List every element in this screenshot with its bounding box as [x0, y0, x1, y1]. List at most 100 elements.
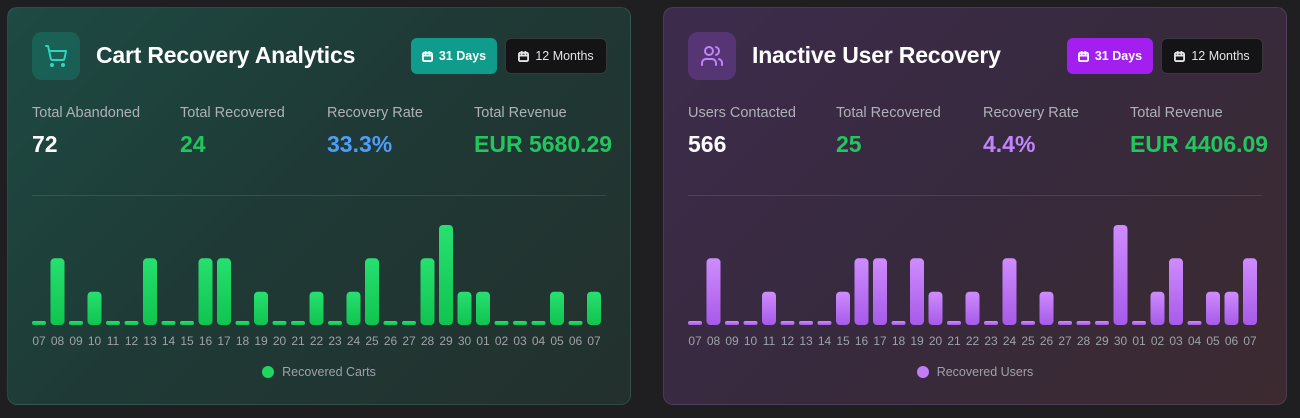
bar-04[interactable]	[1187, 321, 1202, 325]
bar-04[interactable]	[531, 321, 546, 325]
divider	[32, 195, 606, 196]
bar-17[interactable]	[217, 258, 231, 325]
x-tick-label: 07	[688, 334, 702, 348]
bar-25[interactable]	[1021, 321, 1035, 325]
x-tick-label: 12	[125, 334, 139, 348]
x-tick-label: 03	[513, 334, 527, 348]
bar-14[interactable]	[161, 321, 176, 325]
bar-05[interactable]	[550, 291, 564, 325]
bar-15[interactable]	[836, 291, 850, 325]
bar-16[interactable]	[198, 258, 213, 325]
bar-03[interactable]	[513, 321, 527, 325]
cart-bar-chart: 07 08 09 10 11 12 13 14 15 16 17 18 19 20 21 22 23 24 25 26…	[32, 225, 601, 348]
x-tick-label: 22	[310, 334, 324, 348]
x-tick-label: 27	[402, 334, 416, 348]
bar-05[interactable]	[1206, 291, 1220, 325]
range-31-days-button[interactable]: 31 Days	[411, 38, 497, 74]
x-tick-label: 12	[781, 334, 795, 348]
bar-11[interactable]	[762, 291, 776, 325]
bar-20[interactable]	[928, 291, 943, 325]
x-tick-label: 30	[458, 334, 472, 348]
bar-02[interactable]	[494, 321, 509, 325]
x-tick-label: 17	[873, 334, 887, 348]
bar-07[interactable]	[587, 291, 601, 325]
bar-09[interactable]	[725, 321, 739, 325]
stat-total-recovered: Total Recovered 24	[180, 105, 285, 158]
stat-label: Total Revenue	[474, 105, 567, 121]
bar-28[interactable]	[420, 258, 435, 325]
stat-users-contacted: Users Contacted 566	[688, 105, 796, 158]
bar-17[interactable]	[873, 258, 887, 325]
chart-legend: Recovered Users	[664, 365, 1286, 379]
bar-08[interactable]	[50, 258, 65, 325]
range-12-months-label: 12 Months	[1191, 49, 1250, 63]
bar-01[interactable]	[1132, 321, 1146, 325]
bar-18[interactable]	[235, 321, 250, 325]
bar-21[interactable]	[291, 321, 305, 325]
bar-13[interactable]	[799, 321, 813, 325]
bar-13[interactable]	[143, 258, 157, 325]
bar-07[interactable]	[688, 321, 702, 325]
x-tick-label: 02	[495, 334, 509, 348]
bar-19[interactable]	[910, 258, 924, 325]
bar-28[interactable]	[1076, 321, 1091, 325]
x-tick-label: 23	[984, 334, 998, 348]
bar-23[interactable]	[984, 321, 998, 325]
bar-26[interactable]	[1039, 291, 1054, 325]
x-tick-label: 01	[476, 334, 490, 348]
x-tick-label: 11	[763, 334, 776, 348]
stat-value: 25	[836, 131, 862, 157]
calendar-icon	[1174, 50, 1186, 62]
x-tick-label: 14	[162, 334, 176, 348]
bar-27[interactable]	[402, 321, 416, 325]
stat-total-revenue: Total Revenue EUR 5680.29	[474, 105, 612, 158]
bar-20[interactable]	[272, 321, 287, 325]
bar-22[interactable]	[965, 291, 980, 325]
bar-08[interactable]	[706, 258, 721, 325]
bar-25[interactable]	[365, 258, 379, 325]
bar-23[interactable]	[328, 321, 342, 325]
bar-19[interactable]	[254, 291, 268, 325]
bar-24[interactable]	[346, 291, 361, 325]
x-tick-label: 09	[69, 334, 83, 348]
x-tick-label: 25	[365, 334, 379, 348]
x-tick-label: 06	[1225, 334, 1239, 348]
bar-03[interactable]	[1169, 258, 1183, 325]
bar-22[interactable]	[309, 291, 324, 325]
bar-30[interactable]	[1113, 225, 1128, 325]
bar-27[interactable]	[1058, 321, 1072, 325]
calendar-icon	[518, 50, 530, 62]
stat-label: Total Abandoned	[32, 105, 141, 121]
stat-value: 24	[180, 131, 206, 157]
bar-02[interactable]	[1150, 291, 1165, 325]
range-31-days-button[interactable]: 31 Days	[1067, 38, 1153, 74]
bar-11[interactable]	[106, 321, 120, 325]
x-tick-label: 13	[143, 334, 157, 348]
bar-24[interactable]	[1002, 258, 1017, 325]
bar-09[interactable]	[69, 321, 83, 325]
x-tick-label: 16	[855, 334, 869, 348]
bar-15[interactable]	[180, 321, 194, 325]
bar-29[interactable]	[1095, 321, 1109, 325]
bar-26[interactable]	[383, 321, 398, 325]
bar-07[interactable]	[1243, 258, 1257, 325]
bar-07[interactable]	[32, 321, 46, 325]
bar-10[interactable]	[87, 291, 102, 325]
bar-29[interactable]	[439, 225, 453, 325]
range-12-months-button[interactable]: 12 Months	[1161, 38, 1263, 74]
bar-30[interactable]	[457, 291, 472, 325]
stat-recovery-rate: Recovery Rate 33.3%	[327, 105, 423, 158]
bar-16[interactable]	[854, 258, 869, 325]
range-12-months-button[interactable]: 12 Months	[505, 38, 607, 74]
bar-21[interactable]	[947, 321, 961, 325]
users-icon	[688, 32, 736, 80]
bar-12[interactable]	[124, 321, 139, 325]
bar-12[interactable]	[780, 321, 795, 325]
bar-01[interactable]	[476, 291, 490, 325]
bar-06[interactable]	[1224, 291, 1239, 325]
bar-10[interactable]	[743, 321, 758, 325]
bar-14[interactable]	[817, 321, 832, 325]
x-tick-label: 03	[1169, 334, 1183, 348]
bar-06[interactable]	[568, 321, 583, 325]
bar-18[interactable]	[891, 321, 906, 325]
